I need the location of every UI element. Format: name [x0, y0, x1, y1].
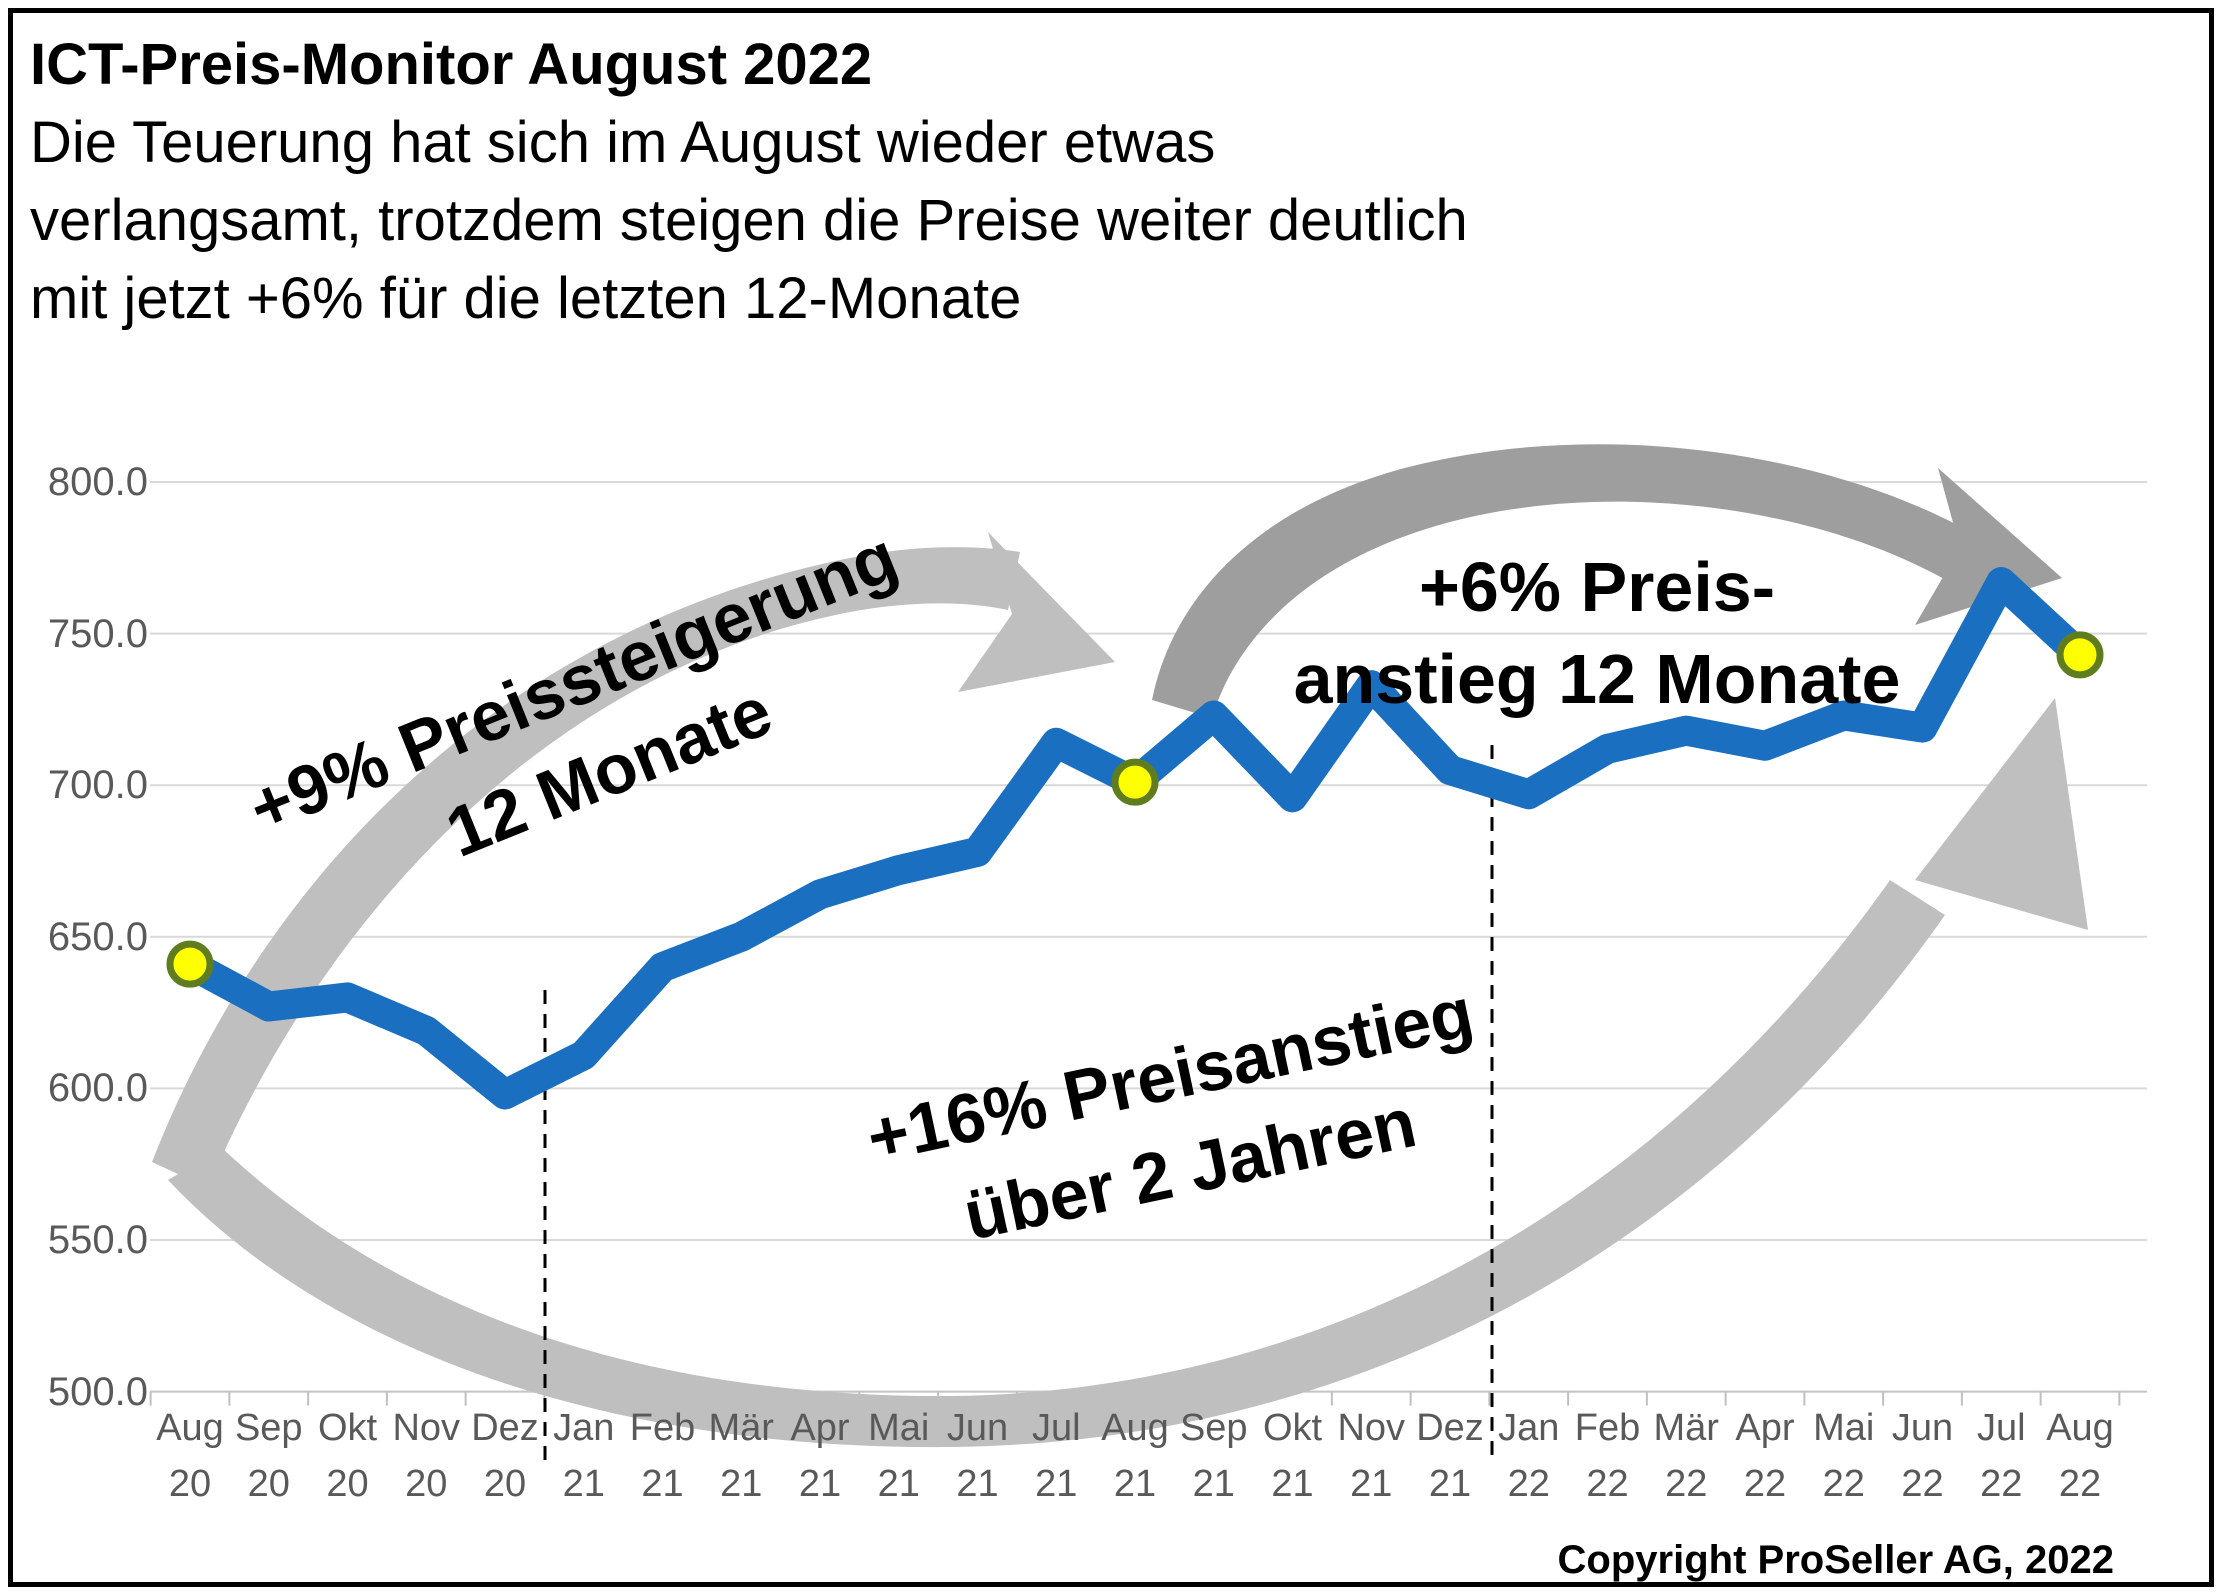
y-tick-label-550: 550.0 — [47, 1218, 148, 1262]
august-marker-24 — [2056, 631, 2104, 679]
x-tick-month-21: Mai — [1813, 1407, 1875, 1449]
x-tick-month-2: Okt — [317, 1407, 378, 1449]
curved-arrow-16pct-body — [168, 880, 1945, 1448]
x-tick-year-7: 21 — [720, 1463, 763, 1505]
x-tick-year-14: 21 — [1271, 1463, 1314, 1505]
x-tick-month-7: Mär — [708, 1407, 774, 1449]
x-tick-year-19: 22 — [1665, 1463, 1708, 1505]
annotation-6pct: +6% Preis- anstieg 12 Monate — [1294, 541, 1901, 725]
x-tick-year-16: 21 — [1428, 1463, 1472, 1505]
x-tick-year-21: 22 — [1822, 1463, 1865, 1505]
x-tick-month-22: Jun — [1891, 1407, 1954, 1449]
x-tick-year-9: 21 — [877, 1463, 920, 1505]
x-tick-year-3: 20 — [405, 1463, 448, 1505]
x-tick-year-17: 22 — [1507, 1463, 1550, 1505]
x-tick-month-4: Dez — [471, 1407, 539, 1449]
x-tick-month-10: Jun — [946, 1407, 1009, 1449]
x-tick-month-13: Sep — [1179, 1407, 1248, 1449]
x-tick-month-5: Jan — [553, 1407, 615, 1449]
august-markers — [166, 631, 2104, 988]
y-tick-label-750: 750.0 — [47, 611, 148, 656]
subtitle-line-1: Die Teuerung hat sich im August wieder e… — [30, 110, 1216, 175]
y-tick-label-700: 700.0 — [47, 763, 148, 808]
curved-arrow-16pct-head — [1915, 698, 2088, 930]
y-tick-label-650: 650.0 — [47, 914, 148, 959]
x-tick-month-18: Feb — [1574, 1407, 1641, 1449]
subtitle-line-3: mit jetzt +6% für die letzten 12-Monate — [30, 266, 1022, 331]
y-tick-label-800: 800.0 — [47, 460, 148, 504]
curved-arrow-9pct-body — [152, 547, 1020, 1188]
x-tick-year-22: 22 — [1901, 1463, 1944, 1505]
x-tick-month-14: Okt — [1262, 1407, 1323, 1449]
x-tick-year-20: 22 — [1743, 1463, 1787, 1505]
x-tick-year-11: 21 — [1035, 1463, 1078, 1505]
title-block: ICT-Preis-Monitor August 2022 Die Teueru… — [30, 26, 1468, 338]
x-tick-month-3: Nov — [392, 1407, 461, 1449]
y-tick-label-500: 500.0 — [47, 1369, 148, 1414]
x-tick-year-8: 21 — [798, 1463, 842, 1505]
x-tick-month-15: Nov — [1337, 1407, 1406, 1449]
x-tick-year-10: 21 — [956, 1463, 999, 1505]
x-tick-year-24: 22 — [2058, 1463, 2102, 1505]
x-tick-month-8: Apr — [790, 1407, 850, 1449]
x-tick-year-5: 21 — [562, 1463, 605, 1505]
x-tick-month-12: Aug — [1101, 1407, 1169, 1449]
x-tick-month-19: Mär — [1653, 1407, 1719, 1449]
x-tick-year-23: 22 — [1980, 1463, 2023, 1505]
x-tick-month-17: Jan — [1498, 1407, 1560, 1449]
curved-arrow-6pct-body — [1152, 444, 1985, 718]
x-tick-month-23: Jul — [1976, 1407, 2026, 1449]
copyright-note: Copyright ProSeller AG, 2022 — [1557, 1538, 2114, 1582]
x-tick-month-1: Sep — [234, 1407, 303, 1449]
subtitle-line-2: verlangsamt, trotzdem steigen die Preise… — [30, 188, 1468, 253]
x-tick-year-15: 21 — [1350, 1463, 1393, 1505]
august-marker-12 — [1111, 758, 1159, 806]
x-tick-year-13: 21 — [1192, 1463, 1235, 1505]
annotation-6pct-line2: anstieg 12 Monate — [1293, 640, 1901, 718]
august-marker-0 — [166, 940, 214, 988]
x-tick-month-20: Apr — [1735, 1407, 1795, 1449]
x-tick-month-24: Aug — [2046, 1407, 2114, 1449]
x-tick-month-0: Aug — [156, 1407, 224, 1449]
annotation-6pct-line1: +6% Preis- — [1418, 548, 1776, 626]
chart-title: ICT-Preis-Monitor August 2022 — [30, 32, 873, 97]
x-tick-year-2: 20 — [326, 1463, 369, 1505]
x-tick-year-1: 20 — [247, 1463, 290, 1505]
x-tick-month-16: Dez — [1416, 1407, 1484, 1449]
x-tick-month-11: Jul — [1031, 1407, 1081, 1449]
x-tick-year-18: 22 — [1586, 1463, 1629, 1505]
x-tick-month-6: Feb — [629, 1407, 696, 1449]
y-tick-label-600: 600.0 — [47, 1066, 148, 1111]
x-tick-year-4: 20 — [483, 1463, 527, 1505]
curved-arrow-9pct-head — [958, 532, 1115, 692]
x-tick-year-0: 20 — [168, 1463, 212, 1505]
x-tick-year-12: 21 — [1113, 1463, 1157, 1505]
x-tick-month-9: Mai — [868, 1407, 930, 1449]
x-tick-year-6: 21 — [641, 1463, 684, 1505]
